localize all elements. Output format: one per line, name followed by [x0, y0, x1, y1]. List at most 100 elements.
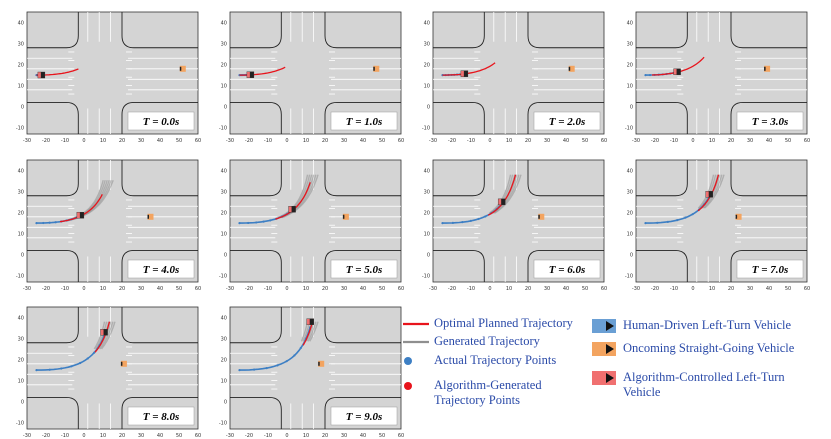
curb-top-left — [27, 160, 79, 197]
x-tick-label: -10 — [61, 286, 69, 292]
actual-trajectory-point — [477, 217, 480, 221]
time-label: T = 7.0s — [752, 264, 789, 276]
time-label-box — [330, 406, 398, 426]
y-tick-label: -10 — [422, 274, 430, 280]
x-tick-label: -20 — [42, 433, 50, 439]
oncoming-vehicle — [342, 213, 349, 220]
generated-trajectory — [493, 174, 520, 214]
x-tick-label: 10 — [100, 433, 106, 439]
x-tick-label: 0 — [691, 286, 694, 292]
y-tick-label: 0 — [224, 105, 227, 111]
x-tick-label: 30 — [747, 286, 753, 292]
actual-trajectory-point — [691, 213, 694, 216]
curb-bottom-left — [27, 101, 79, 134]
x-tick-label: 20 — [525, 286, 531, 292]
actual-trajectory-point — [293, 354, 296, 357]
generated-trajectory — [300, 321, 309, 342]
y-tick-label: 10 — [221, 379, 227, 385]
scene-panel-2: -30 -20 -10 0 10 20 30 40 50 60 40 30 20 10 0 -10 T = 2.… — [411, 2, 609, 144]
generated-trajectory — [488, 174, 512, 214]
curb-bottom-left — [27, 396, 79, 429]
curb-top-left — [230, 307, 282, 344]
y-tick-label: 20 — [18, 358, 24, 364]
y-tick-label: 40 — [424, 21, 430, 27]
actual-trajectory-point — [238, 369, 241, 372]
legend-optimal-label: Optimal Planned Trajectory — [434, 316, 573, 330]
x-tick-label: 20 — [728, 138, 734, 144]
y-tick-label: 0 — [427, 105, 430, 111]
y-tick-label: 0 — [21, 105, 24, 111]
x-tick-label: 0 — [82, 286, 85, 292]
optimal-planned-trajectory — [442, 62, 496, 76]
intersection-plot: -30 -20 -10 0 10 20 30 40 50 60 40 30 20 10 0 -10 T = 0.… — [16, 11, 201, 144]
actual-trajectory-point — [469, 219, 472, 222]
x-tick-label: 60 — [195, 138, 201, 144]
generated-trajectory — [307, 321, 317, 342]
y-tick-label: -10 — [625, 126, 633, 132]
y-tick-label: 20 — [221, 211, 227, 217]
actual-trajectory-point — [54, 221, 57, 224]
x-tick-label: 0 — [285, 286, 288, 292]
x-tick-label: 0 — [691, 138, 694, 144]
x-tick-label: 30 — [341, 286, 347, 292]
x-tick-label: 60 — [195, 286, 201, 292]
curb-bottom-right — [527, 249, 604, 282]
scene-panel-8: -30 -20 -10 0 10 20 30 40 50 60 40 30 20 10 0 -10 T = 8.… — [5, 297, 203, 439]
x-tick-label: -10 — [264, 286, 272, 292]
human-vehicle — [501, 198, 506, 205]
time-label: T = 3.0s — [752, 116, 789, 128]
y-tick-label: -10 — [422, 126, 430, 132]
x-tick-label: -30 — [632, 138, 640, 144]
x-tick-label: 20 — [322, 286, 328, 292]
oncoming-vehicle-front — [568, 66, 571, 71]
oncoming-vehicle-front — [538, 214, 540, 219]
x-tick-label: 30 — [544, 286, 550, 292]
scene-panel-1: -30 -20 -10 0 10 20 30 40 50 60 40 30 20 10 0 -10 T = 1.… — [208, 2, 406, 144]
y-tick-label: 10 — [627, 232, 633, 238]
oncoming-vehicle-front — [373, 66, 375, 71]
actual-trajectory-point — [644, 74, 647, 77]
actual-trajectory-point — [666, 220, 669, 223]
x-tick-label: 10 — [709, 286, 715, 292]
actual-trajectory-point — [247, 221, 250, 225]
y-tick-label: 40 — [18, 316, 24, 322]
curb-top-right — [730, 160, 807, 197]
legend-algo-vehicle-label-2: Vehicle — [623, 385, 661, 399]
human-vehicle — [463, 70, 468, 77]
generated-trajectory — [704, 174, 725, 209]
actual-trajectory-point — [252, 368, 256, 371]
x-tick-label: 50 — [379, 286, 385, 292]
intersection-plot: -30 -20 -10 0 10 20 30 40 50 60 40 30 20 10 0 -10 T = 2.… — [422, 11, 607, 144]
scene-panel-4: -30 -20 -10 0 10 20 30 40 50 60 40 30 20 10 0 -10 T = 4.… — [5, 150, 203, 292]
intersection-plot: -30 -20 -10 0 10 20 30 40 50 60 40 30 20 10 0 -10 T = 7.… — [625, 159, 810, 292]
actual-trajectory-point — [35, 369, 38, 372]
x-tick-label: 20 — [119, 286, 125, 292]
x-tick-label: -30 — [429, 138, 437, 144]
actual-trajectory-point — [79, 361, 82, 365]
legend-oncoming-label: Oncoming Straight-Going Vehicle — [623, 341, 795, 355]
x-tick-label: -30 — [23, 433, 31, 439]
y-tick-label: 0 — [21, 400, 24, 406]
oncoming-vehicle — [735, 213, 742, 220]
oncoming-vehicle-front — [735, 214, 738, 219]
generated-line-swatch — [403, 340, 429, 344]
curb-bottom-right — [121, 396, 198, 429]
y-tick-label: 10 — [424, 232, 430, 238]
oncoming-vehicle-front — [318, 361, 320, 366]
curb-bottom-left — [433, 101, 485, 134]
x-tick-label: -30 — [226, 138, 234, 144]
x-tick-label: 20 — [119, 433, 125, 439]
curb-bottom-left — [230, 249, 282, 282]
intersection-plot: -30 -20 -10 0 10 20 30 40 50 60 40 30 20 10 0 -10 T = 4.… — [16, 159, 201, 292]
time-label-box — [127, 111, 195, 131]
curb-top-left — [27, 307, 79, 344]
x-tick-label: 50 — [582, 138, 588, 144]
actual-trajectory-point — [86, 357, 89, 360]
legend-actual-label: Actual Trajectory Points — [434, 353, 557, 367]
curb-top-right — [527, 160, 604, 197]
x-tick-label: 30 — [544, 138, 550, 144]
human-vehicle — [708, 191, 713, 198]
actual-trajectory-point — [684, 216, 687, 219]
time-label-box — [127, 259, 195, 279]
